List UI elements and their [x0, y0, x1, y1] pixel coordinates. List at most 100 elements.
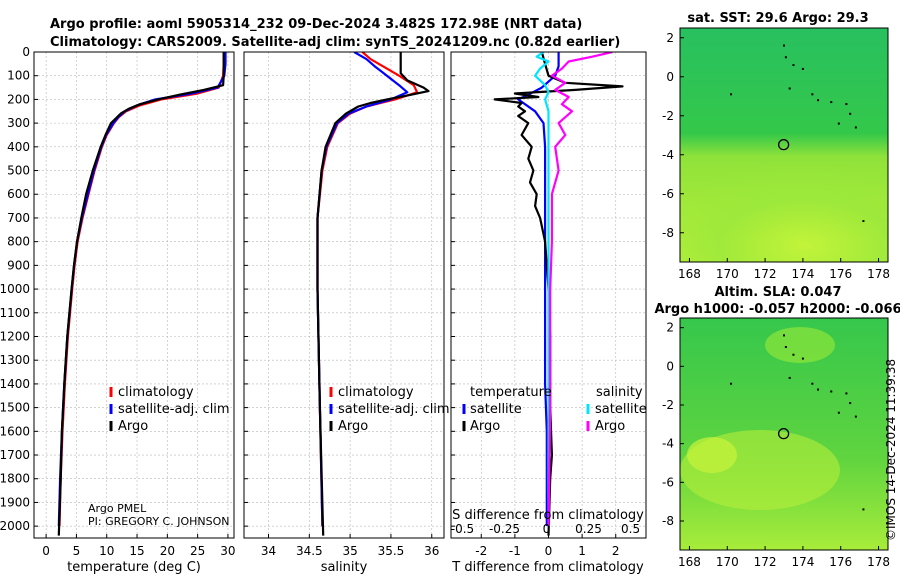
map-x-tick-label: 174	[791, 267, 814, 281]
depth-tick-label: 300	[7, 116, 30, 130]
island-dot	[792, 353, 795, 356]
map-y-tick-label: -2	[662, 398, 674, 412]
map-y-tick-label: -2	[662, 109, 674, 123]
salinity-legend: climatology satellite-adj. clim Argo	[329, 385, 450, 434]
t-difference-xlabel: T difference from climatology	[451, 560, 644, 575]
sla-patch-1	[765, 327, 835, 363]
x-tick-label: 10	[99, 544, 114, 558]
x-tick-label: 35	[342, 544, 357, 558]
map-x-tick-label: 168	[678, 555, 701, 569]
depth-tick-label: 1500	[0, 401, 30, 415]
island-dot	[730, 382, 733, 385]
s-diff-tick-label: -0.5	[451, 522, 474, 536]
legend-s-argo: Argo	[595, 419, 625, 434]
difference-legend: temperature satellite Argo salinity sate…	[462, 385, 647, 434]
temperature-plot-area	[34, 52, 234, 538]
island-dot	[783, 334, 785, 337]
map-y-tick-label: 2	[666, 31, 674, 45]
map-y-tick-label: 0	[666, 359, 674, 373]
salinity-frame	[243, 51, 445, 539]
x-tick-label: 25	[190, 544, 205, 558]
legend-t-satellite: satellite	[470, 402, 522, 417]
depth-tick-label: 500	[7, 164, 30, 178]
island-dot	[792, 64, 795, 67]
s-diff-tick-label: -0.25	[489, 522, 520, 536]
legend-s-satellite: satellite	[595, 402, 647, 417]
depth-axis-labels: 0 100 200 300 400 500 600 700 800 900 1000 1100 1200…	[0, 45, 30, 533]
island-dot	[784, 56, 787, 59]
salinity-lines	[316, 52, 430, 536]
depth-tick-label: 1900	[0, 495, 30, 509]
map-x-tick-label: 170	[716, 555, 739, 569]
map-y-tick-label: 0	[666, 70, 674, 84]
series-line-salinity-satellite	[533, 52, 550, 527]
sla-islands	[730, 334, 865, 511]
legend-climatology: climatology	[338, 385, 414, 400]
island-dot	[811, 382, 814, 385]
legend-argo: Argo	[338, 419, 368, 434]
temperature-frame	[33, 51, 235, 539]
island-dot	[784, 346, 787, 348]
map-x-tick-label: 176	[829, 555, 852, 569]
difference-lines	[493, 52, 624, 536]
island-dot	[817, 388, 820, 391]
difference-panel: -2 -1 0 1 2 -0.5 -0.25 0 0.25 0.5 S difference f…	[450, 51, 647, 575]
depth-tick-label: 700	[7, 211, 30, 225]
map-x-tick-label: 168	[678, 267, 701, 281]
depth-tick-label: 1400	[0, 377, 30, 391]
sst-map-yticks: 2 0 -2 -4 -6 -8	[662, 31, 684, 240]
difference-xticks: -2 -1 0 1 2	[475, 534, 620, 558]
depth-tick-label: 1100	[0, 306, 30, 320]
series-line-argo	[316, 52, 430, 536]
sst-map-title: sat. SST: 29.6 Argo: 29.3	[687, 11, 868, 26]
island-dot	[811, 93, 814, 96]
depth-tick-label: 1800	[0, 472, 30, 486]
x-tick-label: 2	[612, 544, 620, 558]
salinity-panel: 34 34.5 35 35.5 36 salinity climatology sate…	[243, 51, 450, 575]
temperature-legend: climatology satellite-adj. clim Argo	[109, 385, 230, 434]
legend-satellite: satellite-adj. clim	[338, 402, 450, 417]
depth-tick-label: 1700	[0, 448, 30, 462]
x-tick-label: 15	[129, 544, 144, 558]
map-x-tick-label: 178	[867, 267, 890, 281]
x-tick-label: 20	[160, 544, 175, 558]
x-tick-label: 0	[545, 544, 553, 558]
temperature-xticks: 0 5 10 15 20 25 30	[42, 534, 236, 558]
series-line-salinity-argo	[547, 52, 613, 527]
sst-argo-marker	[777, 138, 790, 151]
map-x-tick-label: 176	[829, 267, 852, 281]
salinity-plot-area	[244, 52, 444, 538]
map-x-tick-label: 174	[791, 555, 814, 569]
depth-tick-label: 100	[7, 69, 30, 83]
x-tick-label: -2	[475, 544, 487, 558]
map-x-tick-label: 178	[867, 555, 890, 569]
map-y-tick-label: -4	[662, 148, 674, 162]
title-line-1: Argo profile: aoml 5905314_232 09-Dec-20…	[50, 17, 582, 32]
map-x-tick-label: 172	[754, 267, 777, 281]
x-tick-label: 30	[220, 544, 235, 558]
island-dot	[849, 402, 852, 405]
island-dot	[854, 126, 857, 129]
island-dot	[730, 93, 733, 96]
depth-tick-label: 600	[7, 187, 30, 201]
sla-map-title-2: Argo h1000: -0.057 h2000: -0.066	[654, 302, 900, 317]
island-dot	[801, 67, 804, 70]
sst-islands	[730, 44, 865, 223]
island-dot	[788, 87, 791, 90]
legend-temperature-title: temperature	[470, 385, 552, 400]
s-difference-label: S difference from climatology	[452, 508, 644, 523]
island-dot	[845, 103, 848, 106]
sla-map-xticks: 168 170 172 174 176 178	[678, 546, 890, 569]
island-dot	[830, 390, 833, 393]
legend-climatology: climatology	[118, 385, 194, 400]
x-tick-label: 34	[261, 544, 276, 558]
difference-top-ticks: -0.5 -0.25 0 0.25 0.5	[451, 522, 640, 536]
x-tick-label: 36	[424, 544, 439, 558]
x-tick-label: 35.5	[378, 544, 405, 558]
depth-tick-label: 800	[7, 235, 30, 249]
map-y-tick-label: -6	[662, 475, 674, 489]
island-dot	[837, 122, 840, 125]
island-dot	[862, 220, 865, 223]
map-y-tick-label: -4	[662, 437, 674, 451]
